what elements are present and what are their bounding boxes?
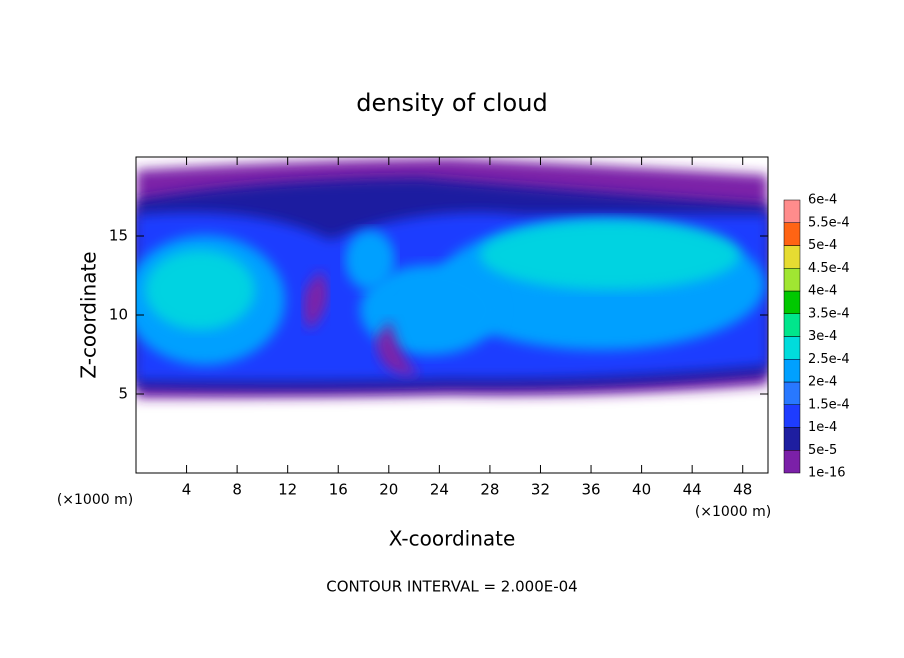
y-tick-label: 15 (109, 227, 128, 245)
x-tick-label: 20 (379, 481, 398, 499)
colorbar-label: 5e-5 (808, 443, 837, 458)
colorbar-label: 2.5e-4 (808, 352, 850, 367)
colorbar-label: 1e-16 (808, 466, 846, 481)
x-tick-label: 4 (182, 481, 192, 499)
chart-title: density of cloud (356, 89, 547, 117)
colorbar-box (783, 404, 801, 428)
x-tick-label: 40 (632, 481, 651, 499)
colorbar-label: 2e-4 (808, 375, 837, 390)
x-unit-label: (×1000 m) (57, 492, 133, 508)
colorbar-box (783, 245, 801, 269)
colorbar-box (783, 427, 801, 451)
x-tick-label: 24 (430, 481, 449, 499)
y-axis-label: Z-coordinate (77, 251, 101, 378)
y-tick-label: 5 (118, 385, 128, 403)
field (136, 158, 768, 398)
colorbar-label: 1.5e-4 (808, 397, 850, 412)
x-tick-label: 36 (581, 481, 600, 499)
x-tick-label: 32 (531, 481, 550, 499)
colorbar-box (783, 268, 801, 292)
colorbar-label: 1e-4 (808, 420, 837, 435)
x-tick-label: 28 (480, 481, 499, 499)
colorbar-box (783, 450, 801, 474)
colorbar-box (783, 359, 801, 383)
x-tick-label: 48 (733, 481, 752, 499)
y-tick-label: 10 (109, 306, 128, 324)
colorbar-box (783, 313, 801, 337)
x-tick-label: 12 (278, 481, 297, 499)
x-axis-label: X-coordinate (389, 527, 516, 551)
x-tick-label: 44 (683, 481, 702, 499)
colorbar-box (783, 199, 801, 223)
colorbar-box (783, 222, 801, 246)
colorbar-box (783, 336, 801, 360)
colorbar-label: 3e-4 (808, 329, 837, 344)
colorbar-box (783, 290, 801, 314)
colorbar-label: 4.5e-4 (808, 261, 850, 276)
colorbar-box (783, 381, 801, 405)
colorbar-label: 6e-4 (808, 193, 837, 208)
colorbar-label: 4e-4 (808, 284, 837, 299)
colorbar-label: 5.5e-4 (808, 215, 850, 230)
colorbar-label: 5e-4 (808, 238, 837, 253)
colorbar-label: 3.5e-4 (808, 306, 850, 321)
x-unit-label: (×1000 m) (695, 504, 771, 520)
x-tick-label: 8 (232, 481, 242, 499)
footer-note: CONTOUR INTERVAL = 2.000E-04 (326, 578, 577, 596)
x-tick-label: 16 (329, 481, 348, 499)
